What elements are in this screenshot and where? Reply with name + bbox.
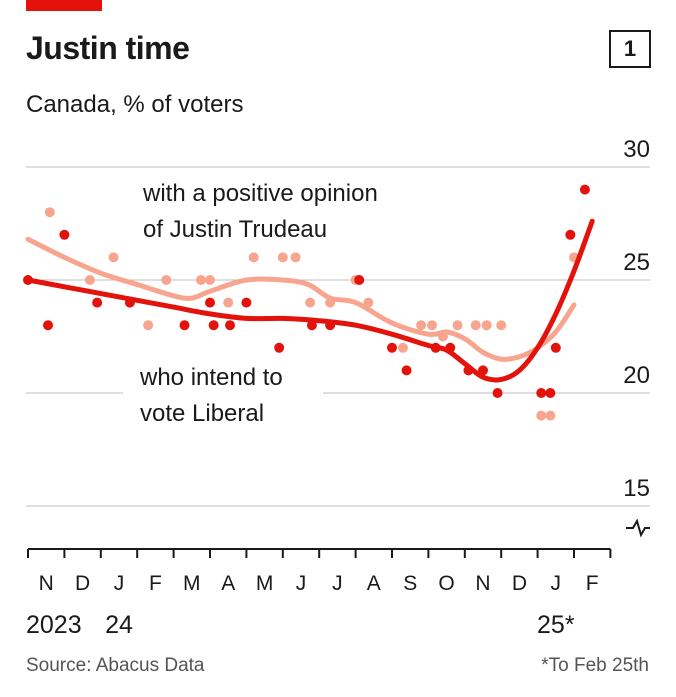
data-point: [290, 252, 301, 263]
data-point: [401, 365, 412, 376]
data-point: [223, 297, 234, 308]
x-tick-label: J: [114, 572, 125, 595]
x-tick-label: J: [551, 572, 562, 595]
x-tick-label: F: [149, 572, 162, 595]
data-point: [44, 207, 55, 218]
source-note: Source: Abacus Data: [26, 655, 205, 676]
x-tick-label: J: [296, 572, 307, 595]
data-point: [161, 275, 172, 285]
data-point: [208, 320, 219, 331]
data-point: [92, 297, 103, 308]
x-tick-label: N: [475, 572, 490, 595]
series-vote-liberal: [23, 184, 595, 398]
data-point: [579, 184, 590, 195]
x-tick-label: F: [586, 572, 599, 595]
data-point: [179, 320, 190, 331]
series-labels: with a positive opinion of Justin Trudeau…: [123, 174, 398, 431]
chart-title: Justin time: [26, 30, 190, 66]
x-tick-label: A: [367, 572, 381, 595]
series-layer: [23, 184, 595, 421]
series-label-line: of Justin Trudeau: [143, 216, 327, 243]
data-point: [397, 342, 408, 353]
data-point: [565, 229, 576, 240]
chart-number-badge: 1: [609, 30, 651, 68]
x-tick-label: D: [512, 572, 527, 595]
x-year-label: 2023: [26, 611, 82, 639]
data-point: [545, 388, 556, 398]
data-point: [305, 297, 316, 308]
x-tick-label: N: [39, 572, 54, 595]
series-positive-opinion: [25, 207, 579, 421]
data-point: [427, 320, 438, 331]
data-point: [108, 252, 119, 263]
data-point: [195, 275, 206, 285]
x-tick-label: A: [221, 572, 235, 595]
x-tick-label: M: [256, 572, 274, 595]
y-tick-label: 15: [623, 475, 650, 502]
y-tick-label: 30: [623, 136, 650, 163]
x-year-label: 25*: [537, 611, 575, 639]
data-point: [225, 320, 236, 331]
trend-line: [25, 218, 595, 383]
data-point: [496, 320, 507, 331]
data-point: [205, 297, 215, 308]
trend-line: [25, 236, 577, 362]
brand-bar: [26, 0, 102, 11]
y-axis-tick-labels: 30 25 20 15: [623, 136, 650, 502]
series-label-line: with a positive opinion: [142, 180, 378, 207]
data-point: [416, 320, 427, 331]
x-tick-label: M: [183, 572, 201, 595]
data-point: [387, 342, 397, 353]
footnote: *To Feb 25th: [541, 655, 649, 676]
label-background: [123, 357, 323, 431]
y-tick-label: 20: [623, 362, 650, 389]
label-background: [140, 174, 398, 244]
data-point: [59, 229, 70, 240]
data-point: [205, 275, 215, 285]
x-year-label: 24: [105, 611, 133, 639]
y-tick-label: 25: [623, 249, 650, 276]
data-point: [277, 252, 288, 263]
data-point: [84, 275, 95, 285]
data-point: [143, 320, 154, 331]
data-point: [550, 342, 561, 353]
data-point: [545, 410, 556, 421]
y-axis-break-icon: [626, 518, 650, 538]
data-point: [248, 252, 259, 263]
series-label-line: vote Liberal: [140, 400, 264, 427]
data-point: [470, 320, 481, 331]
data-point: [536, 388, 547, 398]
data-point: [241, 297, 252, 308]
data-point: [536, 410, 547, 421]
data-point: [43, 320, 54, 331]
data-point: [492, 388, 503, 398]
x-tick-label: S: [403, 572, 417, 595]
data-point: [452, 320, 463, 331]
x-tick-label: O: [438, 572, 454, 595]
x-tick-label: D: [75, 572, 90, 595]
axis-break-icon: [626, 518, 650, 538]
data-point: [274, 342, 285, 353]
data-point: [354, 275, 365, 285]
chart-subtitle: Canada, % of voters: [26, 91, 244, 118]
x-tick-label: J: [332, 572, 343, 595]
data-point: [481, 320, 492, 331]
series-label-line: who intend to: [139, 364, 283, 391]
